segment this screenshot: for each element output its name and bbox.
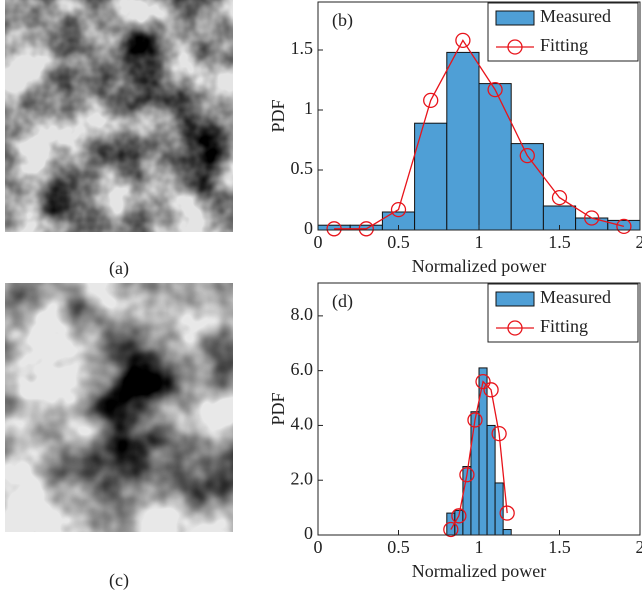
x-axis-label: Normalized power — [412, 256, 546, 276]
bar — [447, 52, 479, 230]
y-tick-label: 0 — [304, 523, 313, 543]
y-axis-label: PDF — [268, 99, 288, 132]
legend-label: Fitting — [540, 35, 588, 55]
legend-label: Fitting — [540, 316, 588, 336]
y-tick-label: 0 — [304, 218, 313, 238]
caption: (c) — [109, 570, 129, 591]
panel-label: (b) — [332, 10, 353, 31]
y-tick-label: 4.0 — [291, 414, 314, 434]
y-tick-label: 1 — [304, 98, 313, 118]
x-tick-label: 0.5 — [387, 537, 410, 557]
x-tick-label: 0 — [314, 232, 323, 252]
bar — [479, 84, 511, 230]
y-tick-label: 6.0 — [291, 359, 314, 379]
y-tick-label: 1.5 — [291, 38, 314, 58]
legend-label: Measured — [540, 6, 611, 26]
bar — [608, 220, 640, 230]
caption: (a) — [109, 258, 129, 279]
x-tick-label: 2 — [636, 232, 642, 252]
legend-swatch — [496, 292, 534, 306]
y-axis-label: PDF — [268, 392, 288, 425]
image-a — [5, 0, 233, 232]
bar — [576, 218, 608, 230]
bar — [487, 425, 495, 535]
y-tick-label: 2.0 — [291, 468, 314, 488]
image-c — [5, 283, 233, 532]
bar — [471, 412, 479, 535]
legend-label: Measured — [540, 287, 611, 307]
x-axis-label: Normalized power — [412, 561, 546, 581]
y-tick-label: 0.5 — [291, 158, 314, 178]
legend-swatch — [496, 11, 534, 25]
x-tick-label: 1 — [475, 537, 484, 557]
x-tick-label: 1.5 — [548, 232, 571, 252]
x-tick-label: 1 — [475, 232, 484, 252]
y-tick-label: 8.0 — [291, 304, 314, 324]
x-tick-label: 0 — [314, 537, 323, 557]
bar — [503, 530, 511, 535]
x-tick-label: 1.5 — [548, 537, 571, 557]
x-tick-label: 2 — [636, 537, 642, 557]
panel-label: (d) — [332, 291, 353, 312]
x-tick-label: 0.5 — [387, 232, 410, 252]
